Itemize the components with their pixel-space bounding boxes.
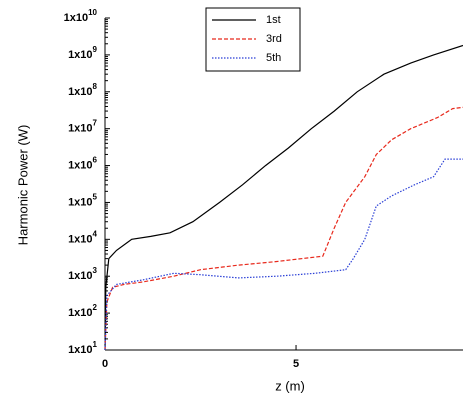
y-tick-label: 1x105 [68,193,97,209]
y-tick-label: 1x104 [68,229,97,245]
x-tick-label: 5 [293,358,299,370]
y-tick-label: 1x106 [68,156,97,172]
y-tick-label: 1x102 [68,303,97,319]
legend-label: 5th [266,52,281,64]
y-tick-label: 1x103 [68,266,97,282]
x-tick-label: 0 [102,358,108,370]
y-tick-label: 1x107 [68,119,97,135]
series-line [104,44,463,351]
y-tick-label: 1x109 [68,45,97,61]
series-line [104,106,463,351]
series-line [104,158,463,351]
legend-label: 3rd [266,33,282,45]
y-tick-label: 1x108 [68,82,97,98]
legend-label: 1st [266,14,281,26]
y-tick-label: 1x1010 [64,8,98,24]
x-axis-label: z (m) [275,378,305,393]
y-tick-label: 1x101 [68,340,97,356]
y-axis-label: Harmonic Power (W) [15,125,30,246]
